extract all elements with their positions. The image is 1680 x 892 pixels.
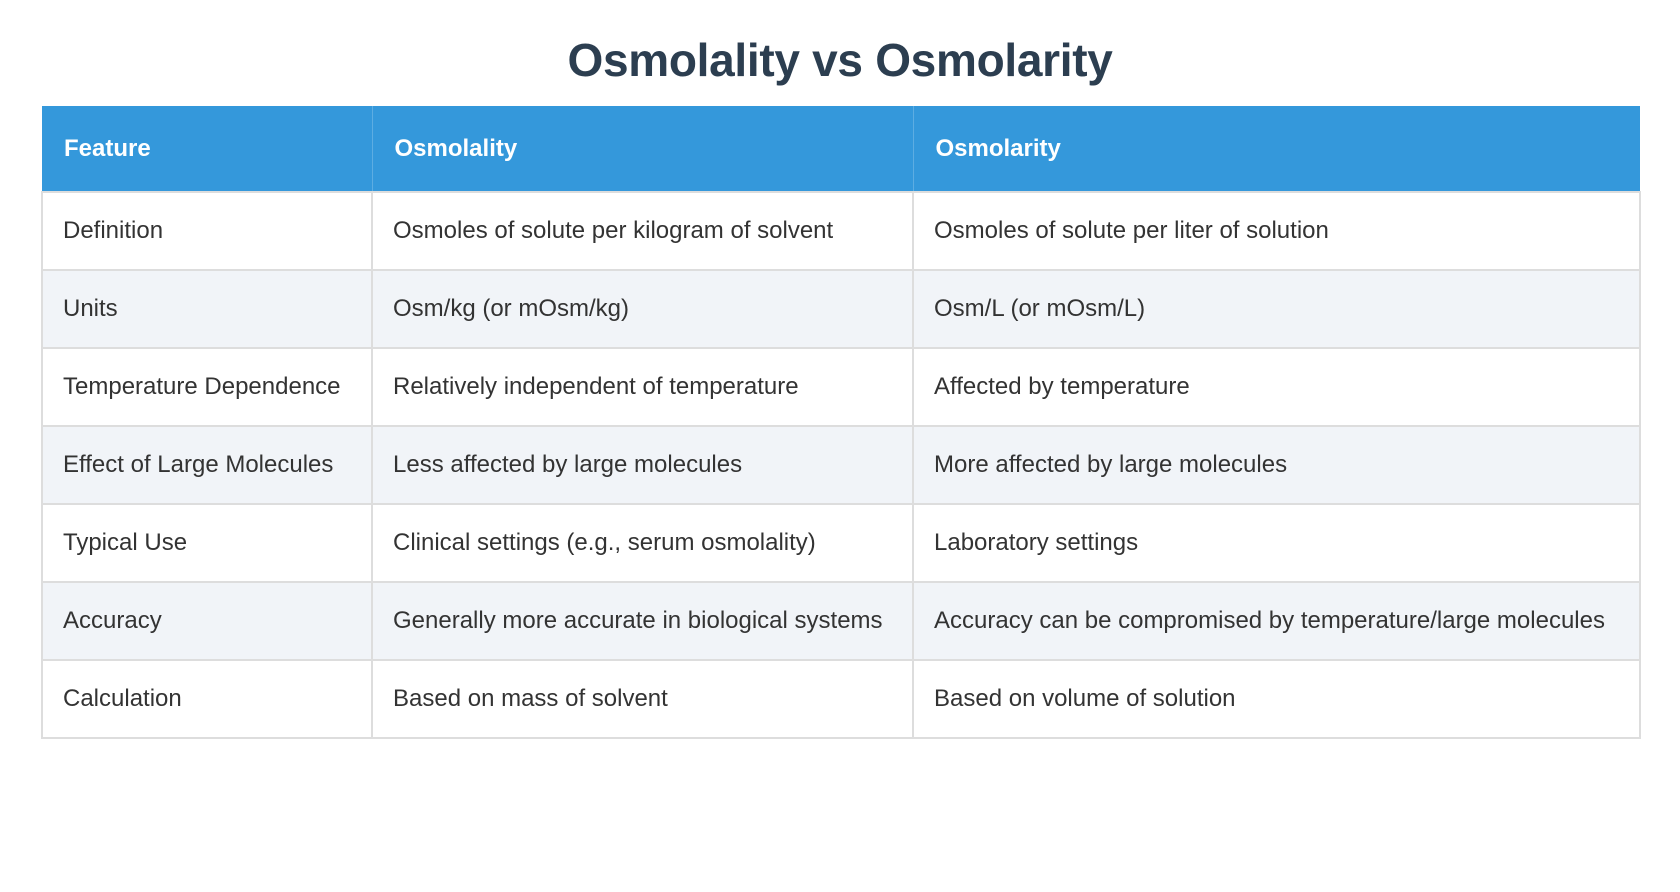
table-row-effect-of-large-molecules: Effect of Large Molecules Less affected … <box>41 425 1641 505</box>
header-osmolarity: Osmolarity <box>912 106 1640 192</box>
feature-cell: Effect of Large Molecules <box>41 425 373 505</box>
comparison-table: Feature Osmolality Osmolarity Definition… <box>41 106 1641 739</box>
osmolarity-cell: Affected by temperature <box>912 347 1641 427</box>
feature-cell: Definition <box>41 191 373 271</box>
feature-cell: Accuracy <box>41 581 373 661</box>
feature-cell: Units <box>41 269 373 349</box>
table-row-units: Units Osm/kg (or mOsm/kg) Osm/L (or mOsm… <box>41 269 1641 349</box>
osmolality-cell: Relatively independent of temperature <box>371 347 914 427</box>
table-row-temperature-dependence: Temperature Dependence Relatively indepe… <box>41 347 1641 427</box>
feature-cell: Calculation <box>41 659 373 739</box>
osmolarity-cell: Laboratory settings <box>912 503 1641 583</box>
osmolality-cell: Clinical settings (e.g., serum osmolalit… <box>371 503 914 583</box>
table-header-row: Feature Osmolality Osmolarity <box>42 106 1640 192</box>
osmolality-cell: Based on mass of solvent <box>371 659 914 739</box>
osmolarity-cell: Osmoles of solute per liter of solution <box>912 191 1641 271</box>
page-title: Osmolality vs Osmolarity <box>567 34 1113 86</box>
table-row-accuracy: Accuracy Generally more accurate in biol… <box>41 581 1641 661</box>
header-feature: Feature <box>42 106 373 192</box>
osmolarity-cell: Accuracy can be compromised by temperatu… <box>912 581 1641 661</box>
feature-cell: Typical Use <box>41 503 373 583</box>
osmolarity-cell: Osm/L (or mOsm/L) <box>912 269 1641 349</box>
feature-cell: Temperature Dependence <box>41 347 373 427</box>
osmolality-cell: Osmoles of solute per kilogram of solven… <box>371 191 914 271</box>
osmolality-cell: Less affected by large molecules <box>371 425 914 505</box>
header-osmolality: Osmolality <box>371 106 914 192</box>
table-row-definition: Definition Osmoles of solute per kilogra… <box>41 191 1641 271</box>
osmolarity-cell: Based on volume of solution <box>912 659 1641 739</box>
osmolality-cell: Generally more accurate in biological sy… <box>371 581 914 661</box>
osmolality-cell: Osm/kg (or mOsm/kg) <box>371 269 914 349</box>
osmolarity-cell: More affected by large molecules <box>912 425 1641 505</box>
table-row-typical-use: Typical Use Clinical settings (e.g., ser… <box>41 503 1641 583</box>
table-row-calculation: Calculation Based on mass of solvent Bas… <box>41 659 1641 739</box>
